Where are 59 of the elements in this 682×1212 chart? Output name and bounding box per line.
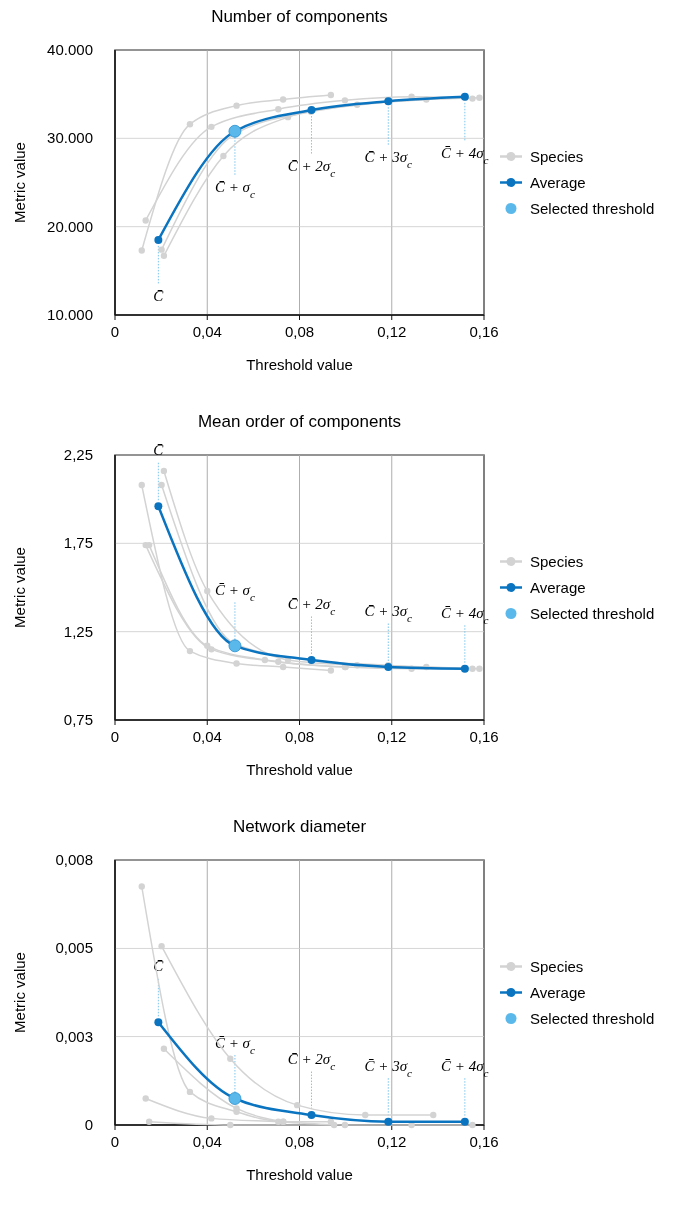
annotation: C̄ + 2σ$_{c}$ — [287, 595, 336, 617]
annotation: C̄ — [153, 287, 165, 304]
annotation: C̄ + σ$_{c}$ — [214, 179, 255, 201]
y-tick-label: 40.000 — [47, 41, 93, 58]
chart-title: Mean order of components — [197, 412, 402, 431]
x-tick-label: 0,12 — [377, 1133, 407, 1150]
y-tick-label: 1,25 — [63, 622, 93, 640]
x-tick-label: 0,04 — [192, 728, 222, 745]
x-axis-title: Threshold value — [246, 356, 353, 373]
annotation: C̄ — [153, 442, 165, 459]
x-tick-label: 0,16 — [469, 323, 499, 340]
x-axis-title: Threshold value — [246, 761, 353, 778]
x-tick-label: 0,12 — [377, 323, 407, 340]
x-tick-label: 0 — [110, 323, 120, 340]
x-tick-label: 0,04 — [192, 1133, 222, 1150]
x-tick-label: 0 — [110, 1133, 120, 1150]
annotation: C̄ + σ$_{c}$ — [214, 1034, 255, 1056]
x-tick-label: 0,08 — [284, 323, 315, 340]
chart-title: Network diameter — [232, 817, 367, 836]
annotation: C̄ + 4σ$_{c}$ — [441, 1057, 489, 1079]
x-tick-label: 0,04 — [192, 323, 222, 340]
annotation: C̄ + 2σ$_{c}$ — [287, 158, 336, 180]
y-tick-label: 0,003 — [55, 1027, 93, 1045]
legend-label: Average — [530, 173, 586, 191]
annotation: C̄ + 3σ$_{c}$ — [364, 603, 413, 624]
legend-label: Selected threshold — [530, 199, 655, 217]
y-tick-label: 0,005 — [55, 939, 93, 957]
x-tick-label: 0,12 — [377, 728, 407, 745]
y-tick-label: 0,75 — [63, 711, 93, 728]
legend-label: Species — [530, 552, 584, 570]
y-axis-title: Metric value — [11, 142, 28, 223]
annotation: C̄ + 3σ$_{c}$ — [364, 1057, 413, 1079]
y-tick-label: 20.000 — [47, 217, 93, 235]
y-axis-title: Metric value — [11, 952, 28, 1033]
y-tick-label: 2,25 — [63, 446, 93, 463]
x-tick-label: 0,16 — [469, 1133, 499, 1150]
legend-label: Species — [530, 957, 584, 975]
annotation: C̄ + 3σ$_{c}$ — [364, 149, 413, 171]
y-axis-title: Metric value — [11, 547, 28, 628]
annotation: C̄ + 4σ$_{c}$ — [441, 144, 489, 166]
legend-label: Average — [530, 983, 586, 1001]
y-tick-label: 1,75 — [63, 534, 93, 552]
legend-label: Species — [530, 147, 584, 165]
annotation: C̄ + 2σ$_{c}$ — [287, 1051, 336, 1073]
annotation: C̄ + 4σ$_{c}$ — [441, 604, 489, 626]
legend-label: Selected threshold — [530, 604, 655, 622]
legend-label: Selected threshold — [530, 1009, 655, 1027]
x-tick-label: 0,08 — [284, 1133, 315, 1150]
chart-title: Number of components — [211, 7, 388, 26]
annotation: C̄ + σ$_{c}$ — [214, 581, 255, 603]
y-tick-label: 0 — [84, 1116, 93, 1133]
y-tick-label: 30.000 — [47, 129, 93, 147]
x-tick-label: 0,08 — [284, 728, 315, 745]
y-tick-label: 10.000 — [47, 306, 93, 323]
x-tick-label: 0 — [110, 728, 120, 745]
y-tick-label: 0,008 — [55, 851, 93, 868]
x-axis-title: Threshold value — [246, 1166, 353, 1183]
x-tick-label: 0,16 — [469, 728, 499, 745]
legend-label: Average — [530, 578, 586, 596]
